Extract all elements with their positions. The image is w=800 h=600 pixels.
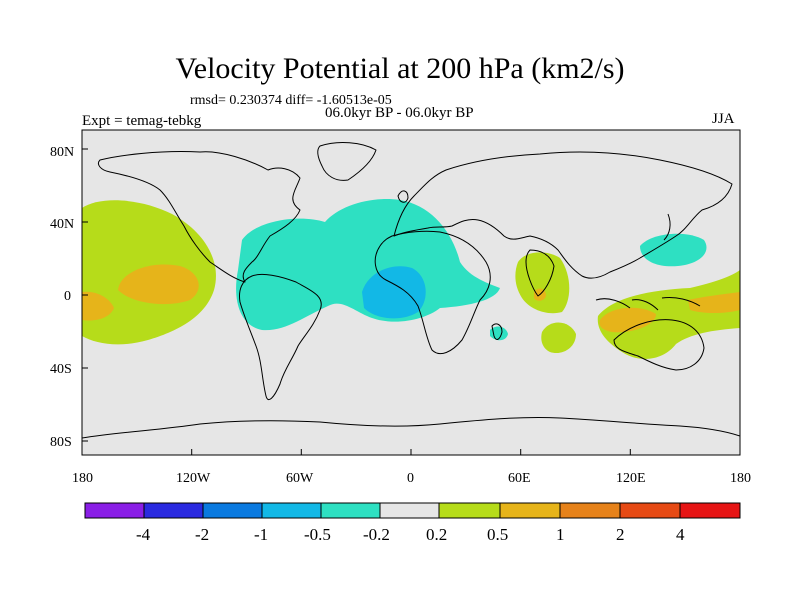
coast-europe-asia	[393, 151, 733, 279]
coast-north-america	[97, 151, 301, 283]
colorbar-label-2: -1	[254, 525, 268, 544]
colorbar-box-8	[559, 502, 621, 519]
colorbar-box-4	[320, 502, 381, 519]
colorbar-label-5: 0.2	[426, 525, 447, 544]
rmsd-diff-stats: rmsd= 0.230374 diff= -1.60513e-05	[190, 93, 392, 108]
lon-label-120w: 120W	[176, 471, 211, 486]
colorbar-label-3: -0.5	[304, 525, 331, 544]
colorbar	[84, 502, 741, 519]
colorbar-label-1: -2	[195, 525, 209, 544]
coast-africa	[374, 230, 491, 355]
coast-south-america	[239, 273, 322, 400]
colorbar-box-5	[379, 502, 440, 519]
experiment-label: Expt = temag-tebkg	[82, 113, 202, 129]
season-label: JJA	[712, 111, 735, 127]
positive-anomaly-south-indian	[541, 322, 576, 354]
longitude-ticks	[81, 449, 741, 455]
coast-madagascar	[491, 323, 503, 340]
lat-label-80n: 80N	[50, 145, 74, 160]
colorbar-label-8: 2	[616, 525, 625, 544]
colorbar-box-1	[143, 502, 204, 519]
lon-label-120e: 120E	[616, 471, 646, 486]
coast-japan	[663, 213, 671, 241]
colorbar-box-0	[84, 502, 145, 519]
colorbar-box-7	[499, 502, 561, 519]
lon-label-60e: 60E	[508, 471, 531, 486]
colorbar-label-7: 1	[556, 525, 565, 544]
coast-antarctica	[82, 416, 740, 439]
lat-label-40s: 40S	[50, 362, 72, 377]
velocity-potential-field	[82, 199, 740, 359]
colorbar-box-9	[619, 502, 681, 519]
period-label: 06.0kyr BP - 06.0kyr BP	[325, 105, 474, 121]
coast-indonesia	[595, 297, 701, 311]
colorbar-box-6	[438, 502, 501, 519]
map-title: Velocity Potential at 200 hPa (km2/s)	[175, 52, 625, 85]
positive-anomaly-maritime-core	[599, 307, 656, 333]
lat-label-40n: 40N	[50, 217, 74, 232]
negative-anomaly-west-pacific	[640, 233, 707, 267]
positive-anomaly-arabian-sea	[515, 252, 570, 314]
positive-anomaly-pacific-west-edge	[82, 291, 114, 321]
coastlines	[82, 142, 740, 439]
coast-india	[525, 249, 555, 297]
latitude-ticks	[82, 148, 88, 442]
colorbar-box-10	[679, 502, 741, 519]
coast-australia	[613, 319, 705, 371]
colorbar-labels: -4 -2 -1 -0.5 -0.2 0.2 0.5 1 2 4	[136, 525, 685, 544]
positive-anomaly-pacific-core	[118, 264, 199, 305]
lon-label-180w: 180	[72, 471, 93, 486]
coast-british-isles	[397, 190, 409, 203]
colorbar-label-6: 0.5	[487, 525, 508, 544]
lon-label-0: 0	[407, 471, 414, 486]
coast-greenland	[317, 142, 377, 181]
colorbar-box-3	[261, 502, 322, 519]
lon-label-180e: 180	[730, 471, 751, 486]
lon-label-60w: 60W	[286, 471, 314, 486]
colorbar-label-0: -4	[136, 525, 151, 544]
positive-anomaly-maritime-east-core	[688, 292, 740, 313]
colorbar-label-9: 4	[676, 525, 685, 544]
negative-anomaly-africa-core	[362, 266, 426, 319]
colorbar-label-4: -0.2	[363, 525, 390, 544]
colorbar-box-2	[202, 502, 263, 519]
positive-anomaly-maritime	[597, 270, 740, 359]
lat-label-0: 0	[64, 289, 71, 304]
lat-label-80s: 80S	[50, 435, 72, 450]
